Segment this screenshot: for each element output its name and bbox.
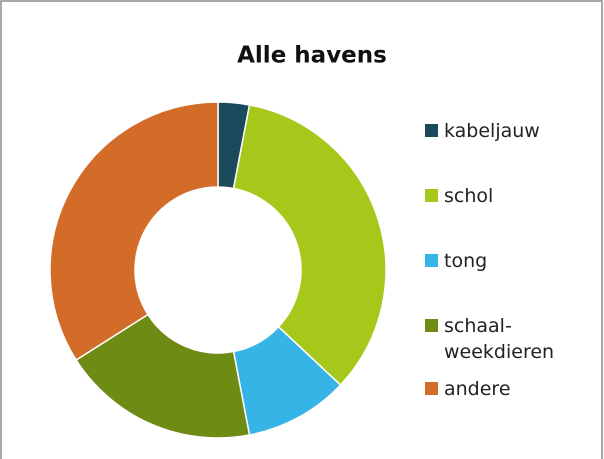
legend-item: schol [425,183,493,209]
legend-label: andere [444,378,511,400]
slice [49,101,219,362]
legend-label: kabeljauw [444,120,540,142]
legend-item: kabeljauw [425,118,540,144]
legend-label: schol [444,185,494,207]
legend-swatch [425,319,438,332]
legend-swatch [425,189,438,202]
legend-swatch [425,254,438,267]
chart-title: Alle havens [237,43,387,69]
legend-label: schaal- weekdieren [444,315,555,363]
legend-swatch [425,382,438,395]
legend-item: andere [425,376,511,402]
legend-item: schaal- weekdieren [425,313,554,365]
legend-item: tong [425,248,487,274]
slice [232,104,387,387]
slice [75,313,251,439]
legend-label: tong [444,250,488,272]
legend-swatch [425,124,438,137]
